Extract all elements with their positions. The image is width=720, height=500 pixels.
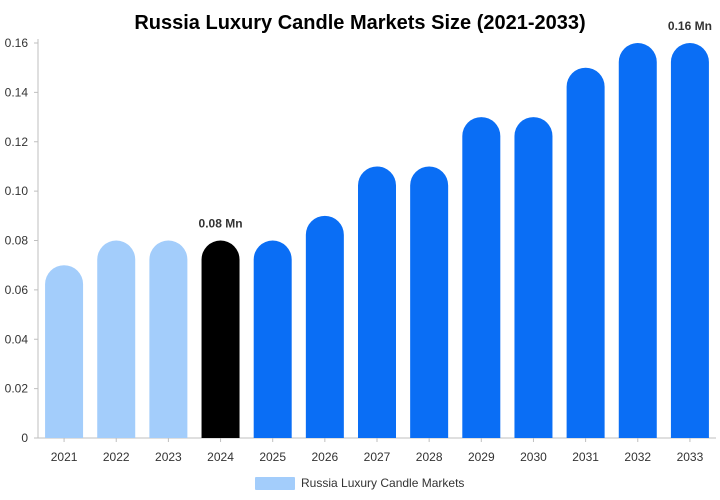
legend-swatch[interactable] xyxy=(255,477,295,490)
x-tick-label: 2033 xyxy=(677,450,704,464)
x-tick-label: 2023 xyxy=(155,450,182,464)
x-tick-label: 2028 xyxy=(416,450,443,464)
x-tick-label: 2027 xyxy=(364,450,391,464)
y-tick-label: 0.14 xyxy=(5,85,29,99)
y-tick-label: 0.06 xyxy=(5,283,29,297)
data-label-2033: 0.16 Mn xyxy=(668,19,712,33)
bar-2032[interactable] xyxy=(618,43,657,438)
x-tick-label: 2026 xyxy=(311,450,338,464)
y-tick-label: 0.04 xyxy=(5,332,29,346)
bar-2026[interactable] xyxy=(305,215,344,438)
data-label-2024: 0.08 Mn xyxy=(199,217,243,231)
y-tick-label: 0 xyxy=(21,431,28,445)
bar-2030[interactable] xyxy=(514,117,553,438)
x-tick-label: 2021 xyxy=(51,450,78,464)
bar-2025[interactable] xyxy=(253,240,292,439)
bar-2022[interactable] xyxy=(97,240,136,439)
chart-title: Russia Luxury Candle Markets Size (2021-… xyxy=(134,12,585,34)
x-tick-label: 2029 xyxy=(468,450,495,464)
x-tick-label: 2032 xyxy=(624,450,651,464)
x-tick-label: 2025 xyxy=(259,450,286,464)
x-tick-label: 2031 xyxy=(572,450,599,464)
bar-2033[interactable] xyxy=(670,43,709,438)
x-tick-label: 2022 xyxy=(103,450,130,464)
y-tick-label: 0.12 xyxy=(5,135,29,149)
bar-2024[interactable] xyxy=(201,240,240,439)
legend-label[interactable]: Russia Luxury Candle Markets xyxy=(301,476,464,490)
y-tick-label: 0.10 xyxy=(5,184,29,198)
data-labels: 0.08 Mn 0.16 Mn xyxy=(199,19,712,231)
bar-2028[interactable] xyxy=(410,166,449,438)
axes: 0 0.02 0.04 0.06 0.08 0.10 0.12 0.14 0.16 2021 202… xyxy=(5,36,716,464)
y-tick-label: 0.08 xyxy=(5,234,29,248)
bar-2031[interactable] xyxy=(566,67,605,438)
y-tick-label: 0.02 xyxy=(5,382,29,396)
x-tick-label: 2030 xyxy=(520,450,547,464)
bar-2029[interactable] xyxy=(462,117,501,438)
x-tick-label: 2024 xyxy=(207,450,234,464)
bar-2021[interactable] xyxy=(45,265,84,438)
bars xyxy=(45,43,709,438)
y-tick-label: 0.16 xyxy=(5,36,29,50)
legend[interactable]: Russia Luxury Candle Markets xyxy=(255,476,464,490)
bar-2027[interactable] xyxy=(358,166,396,438)
bar-2023[interactable] xyxy=(149,240,188,439)
